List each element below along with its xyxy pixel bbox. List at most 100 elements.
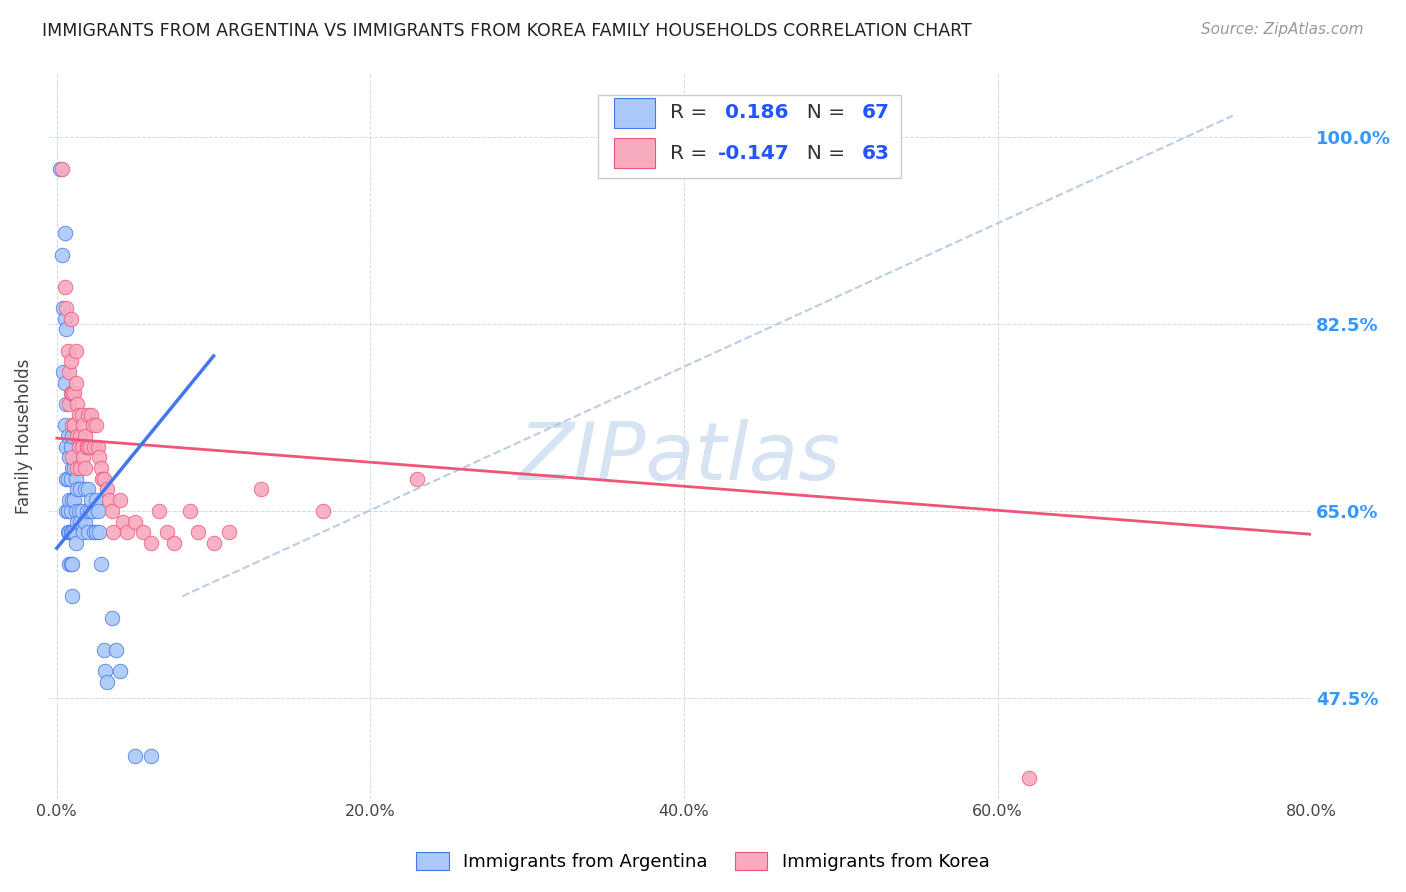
Point: [163, 536, 186, 550]
Point: [65, 343, 87, 358]
Point: [55, 440, 77, 454]
Point: [67, 408, 90, 422]
Point: [202, 536, 225, 550]
Point: [73, 461, 96, 475]
Point: [59, 504, 82, 518]
Point: [91, 472, 114, 486]
Point: [79, 504, 101, 518]
Point: [56, 429, 79, 443]
Point: [65, 504, 87, 518]
Point: [62, 450, 84, 465]
Point: [53, 418, 76, 433]
Point: [94, 664, 117, 678]
Point: [66, 397, 89, 411]
Point: [53, 376, 76, 390]
Point: [103, 525, 125, 540]
Point: [53, 226, 76, 240]
Point: [84, 525, 107, 540]
Point: [59, 558, 82, 572]
Point: [96, 674, 118, 689]
Point: [69, 483, 91, 497]
Point: [53, 311, 76, 326]
Point: [62, 525, 84, 540]
Point: [100, 610, 122, 624]
Text: N =: N =: [793, 144, 851, 162]
Point: [76, 440, 98, 454]
Point: [218, 525, 240, 540]
Point: [72, 418, 94, 433]
Point: [73, 515, 96, 529]
Point: [58, 397, 80, 411]
Point: [124, 749, 146, 764]
Text: Source: ZipAtlas.com: Source: ZipAtlas.com: [1201, 22, 1364, 37]
Point: [76, 504, 98, 518]
Point: [51, 247, 73, 261]
Point: [108, 664, 131, 678]
Point: [86, 440, 108, 454]
Point: [139, 749, 162, 764]
Point: [77, 440, 100, 454]
Point: [117, 525, 139, 540]
Point: [83, 525, 105, 540]
Point: [59, 440, 82, 454]
Point: [89, 525, 111, 540]
Point: [89, 450, 111, 465]
Point: [52, 365, 75, 379]
Point: [155, 525, 177, 540]
Text: R =: R =: [669, 144, 714, 162]
Point: [63, 461, 86, 475]
Text: 63: 63: [862, 144, 890, 162]
Point: [58, 525, 80, 540]
Point: [132, 525, 155, 540]
Point: [179, 504, 201, 518]
Point: [63, 418, 86, 433]
Point: [70, 440, 93, 454]
Point: [77, 408, 100, 422]
Point: [67, 504, 90, 518]
Point: [84, 418, 107, 433]
Point: [55, 504, 77, 518]
Point: [62, 558, 84, 572]
Point: [77, 483, 100, 497]
Point: [93, 642, 115, 657]
Point: [249, 483, 271, 497]
Point: [97, 493, 120, 508]
Point: [124, 515, 146, 529]
Point: [55, 322, 77, 336]
Point: [59, 386, 82, 401]
Point: [63, 525, 86, 540]
Point: [65, 376, 87, 390]
Legend: Immigrants from Argentina, Immigrants from Korea: Immigrants from Argentina, Immigrants fr…: [409, 846, 997, 879]
Point: [55, 301, 77, 315]
Point: [108, 493, 131, 508]
Point: [58, 365, 80, 379]
Point: [58, 493, 80, 508]
Point: [59, 311, 82, 326]
Point: [83, 440, 105, 454]
Text: -0.147: -0.147: [718, 144, 790, 162]
Text: IMMIGRANTS FROM ARGENTINA VS IMMIGRANTS FROM KOREA FAMILY HOUSEHOLDS CORRELATION: IMMIGRANTS FROM ARGENTINA VS IMMIGRANTS …: [42, 22, 972, 40]
Point: [80, 408, 103, 422]
FancyBboxPatch shape: [598, 95, 901, 178]
Point: [73, 483, 96, 497]
Text: R =: R =: [669, 103, 714, 122]
Point: [55, 397, 77, 411]
Point: [66, 429, 89, 443]
Point: [105, 642, 128, 657]
Point: [62, 386, 84, 401]
Point: [79, 440, 101, 454]
Point: [90, 558, 112, 572]
Point: [65, 536, 87, 550]
Point: [66, 515, 89, 529]
Point: [62, 461, 84, 475]
Point: [406, 472, 429, 486]
Point: [49, 162, 72, 177]
Point: [187, 525, 209, 540]
Point: [51, 162, 73, 177]
Text: N =: N =: [793, 103, 851, 122]
Point: [69, 461, 91, 475]
Point: [73, 429, 96, 443]
Point: [111, 515, 134, 529]
Point: [58, 558, 80, 572]
Point: [66, 461, 89, 475]
